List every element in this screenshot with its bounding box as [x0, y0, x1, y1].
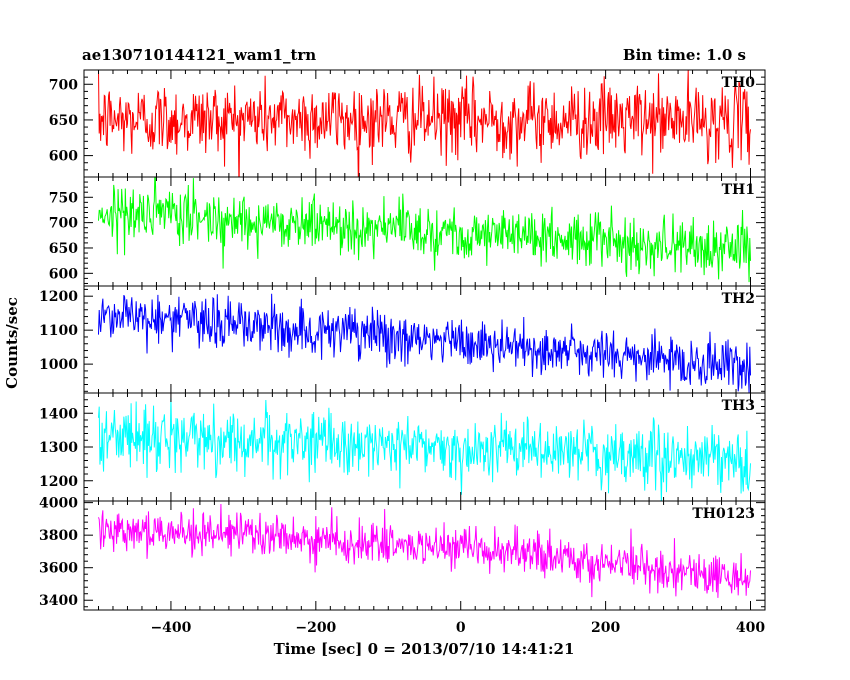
- series-line-th3: [97, 398, 752, 501]
- y-tick-label: 750: [49, 190, 78, 206]
- panel-label-th3: TH3: [722, 398, 755, 414]
- series-line-th0: [98, 70, 752, 177]
- panel-th3: 1200 1300 1400 TH3: [39, 392, 766, 502]
- x-tick-label: 400: [736, 620, 765, 636]
- y-axis-label: Counts/sec: [3, 297, 21, 389]
- y-tick-label: 1100: [39, 323, 78, 339]
- y-tick-label: 3400: [39, 593, 78, 609]
- panel-label-th1: TH1: [722, 182, 755, 198]
- y-tick-label: 1000: [39, 357, 78, 373]
- y-tick-label: 1200: [39, 289, 78, 305]
- y-tick-label: 1200: [39, 474, 78, 490]
- y-tick-label: 1300: [39, 440, 78, 456]
- bin-time-label: Bin time: 1.0 s: [623, 46, 746, 64]
- panel-label-th0123: TH0123: [692, 506, 755, 522]
- y-tick-label: 4000: [39, 496, 78, 512]
- panel-label-th0: TH0: [722, 75, 756, 91]
- y-tick-label: 650: [49, 113, 78, 129]
- series-line-th1: [97, 177, 752, 283]
- y-tick-label: 600: [49, 149, 78, 165]
- chart-title: ae130710144121_wam1_trn: [82, 46, 316, 64]
- series-line-th2: [97, 293, 752, 393]
- x-tick-label: −200: [295, 620, 336, 636]
- y-tick-label: 700: [49, 216, 78, 232]
- y-tick-label: 1400: [39, 406, 78, 422]
- panel-th2: 1000 1100 1200 TH2: [39, 285, 766, 394]
- y-tick-label: 3600: [39, 561, 78, 577]
- y-tick-label: 650: [49, 241, 78, 257]
- y-tick-label: 700: [49, 77, 78, 93]
- panel-frame: [83, 285, 766, 394]
- x-tick-label: −400: [150, 620, 191, 636]
- series-line-th0123: [98, 504, 752, 598]
- panels-group: 600 650 700 TH0 600 650 700 750 TH1 1000 1100 1200 T…: [39, 69, 766, 611]
- panel-frame: [83, 500, 766, 611]
- y-tick-label: 3800: [39, 528, 78, 544]
- panel-th0123: 3400 3600 3800 4000 TH0123: [39, 496, 766, 611]
- x-tick-label: 0: [456, 620, 466, 636]
- panel-th1: 600 650 700 750 TH1: [49, 176, 766, 287]
- x-axis: −400 −200 0 200 400: [150, 620, 765, 636]
- x-axis-label: Time [sec] 0 = 2013/07/10 14:41:21: [274, 640, 575, 658]
- y-tick-label: 600: [49, 266, 78, 282]
- panel-label-th2: TH2: [722, 291, 755, 307]
- x-tick-label: 200: [591, 620, 620, 636]
